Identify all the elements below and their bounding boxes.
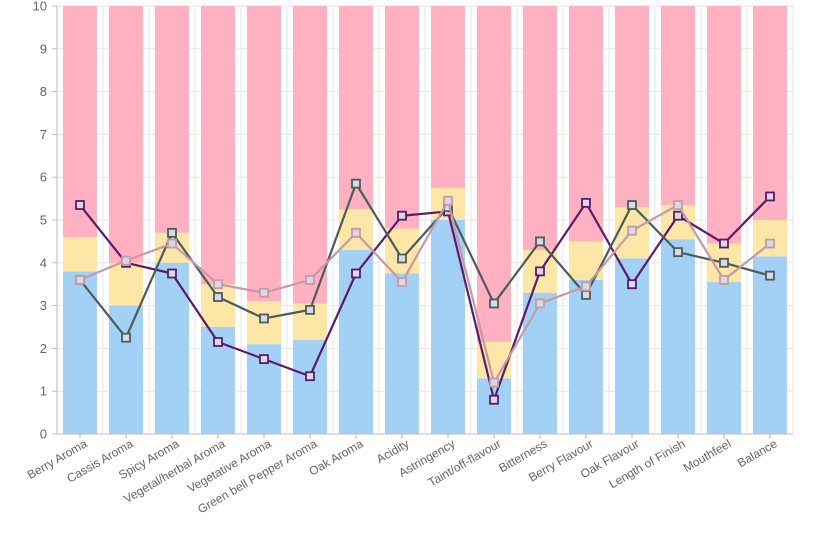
series-point: [719, 257, 729, 268]
series-point: [259, 287, 269, 298]
series-point: [259, 313, 269, 324]
series-point: [535, 236, 545, 247]
bar-segment: [707, 6, 741, 244]
bar-segment: [247, 6, 281, 302]
series-line: [79, 199, 771, 384]
series-point: [443, 195, 453, 206]
bar-segment: [385, 6, 419, 229]
y-tick-label: 1: [40, 384, 47, 399]
series-point: [765, 191, 775, 202]
y-tick-label: 6: [40, 170, 47, 185]
y-tick-label: 10: [33, 0, 47, 14]
bar-segment: [615, 6, 649, 208]
series-point: [351, 227, 361, 238]
series-point: [397, 277, 407, 287]
series-point: [397, 253, 407, 264]
series-point: [489, 394, 499, 405]
bar-segment: [109, 6, 143, 263]
series-point: [581, 197, 591, 208]
y-tick-label: 0: [40, 427, 47, 442]
series-point: [351, 178, 361, 189]
bar-segment: [477, 6, 511, 342]
series-point: [673, 200, 683, 210]
bar-segment: [293, 339, 327, 434]
bar-segment: [431, 6, 465, 188]
bar-segment: [63, 237, 97, 272]
series-point: [765, 238, 775, 249]
series-point: [121, 255, 131, 266]
bar-segment: [385, 228, 419, 274]
y-tick-label: 2: [40, 341, 47, 356]
y-tick-label: 5: [40, 213, 47, 228]
bar-segment: [523, 6, 557, 250]
line-series: [75, 178, 775, 405]
bar-segment: [753, 6, 787, 220]
y-tick-label: 3: [40, 298, 47, 313]
bar-segment: [661, 239, 695, 434]
y-tick-label: 8: [40, 84, 47, 99]
bar-segment: [707, 282, 741, 434]
bar-segment: [63, 6, 97, 238]
series-point: [673, 247, 683, 258]
series-point: [213, 337, 223, 347]
bar-segment: [477, 378, 511, 434]
series-point: [627, 200, 637, 210]
x-tick-label: Mouthfeel: [681, 436, 734, 474]
series-point: [581, 281, 591, 292]
bar-segment: [661, 6, 695, 206]
bar-segment: [339, 6, 373, 210]
series-point: [719, 238, 729, 249]
bar-segment: [753, 220, 787, 257]
series-point: [213, 279, 223, 290]
series-point: [213, 292, 223, 302]
series-point: [627, 225, 637, 236]
series-point: [259, 354, 269, 365]
bar-segment: [109, 262, 143, 306]
x-tick-label: Balance: [735, 436, 780, 470]
series-point: [489, 377, 499, 388]
bar-segment: [293, 6, 327, 304]
bar-segment: [109, 305, 143, 434]
bar-segment: [201, 6, 235, 285]
y-tick-label: 4: [40, 255, 47, 270]
bar-segment: [339, 249, 373, 434]
series-point: [305, 304, 315, 315]
series-point: [167, 268, 177, 279]
series-point: [305, 275, 315, 285]
series-point: [305, 371, 315, 382]
series-point: [719, 275, 729, 285]
series-point: [121, 332, 131, 343]
bar-segment: [201, 284, 235, 327]
bar-segment: [569, 241, 603, 280]
bar-segment: [569, 279, 603, 434]
series-point: [765, 270, 775, 281]
series-point: [167, 227, 177, 238]
series-point: [535, 266, 545, 277]
series-point: [167, 238, 177, 249]
bar-segment: [63, 271, 97, 434]
axes: [52, 5, 793, 439]
series-point: [673, 210, 683, 221]
bar-segment: [477, 341, 511, 379]
series-point: [489, 298, 499, 309]
series-point: [397, 210, 407, 221]
series-point: [75, 275, 85, 285]
bar-segment: [155, 6, 189, 233]
series-point: [351, 268, 361, 279]
y-tick-label: 7: [40, 127, 47, 142]
series-point: [627, 279, 637, 290]
bar-segment: [385, 273, 419, 434]
bar-segment: [155, 262, 189, 434]
bar-segment: [753, 256, 787, 434]
bar-segment: [523, 292, 557, 434]
series-point: [581, 289, 591, 300]
series-point: [75, 200, 85, 210]
series-point: [535, 298, 545, 309]
y-tick-label: 9: [40, 41, 47, 56]
y-tick-labels: 0 1 2 3 4 5 6 7 8 9 10: [33, 0, 47, 442]
series-line: [79, 195, 771, 401]
